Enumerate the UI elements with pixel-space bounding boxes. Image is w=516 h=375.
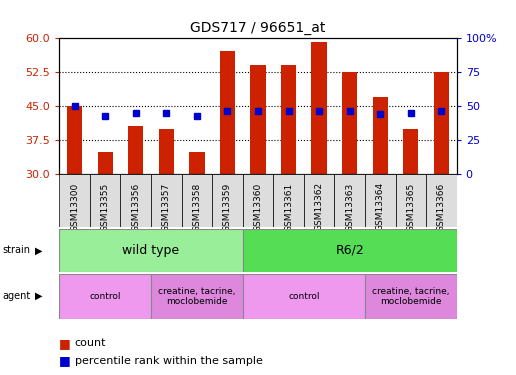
Bar xyxy=(59,229,243,272)
Text: ▶: ▶ xyxy=(35,291,43,301)
Text: ■: ■ xyxy=(59,354,71,367)
Bar xyxy=(128,126,143,174)
Bar xyxy=(273,174,304,227)
Bar xyxy=(243,174,273,227)
Text: GSM13358: GSM13358 xyxy=(192,182,201,231)
Bar xyxy=(250,65,266,174)
Bar xyxy=(151,274,243,319)
Text: control: control xyxy=(288,292,319,301)
Text: strain: strain xyxy=(3,245,30,255)
Text: GSM13300: GSM13300 xyxy=(70,182,79,231)
Text: GSM13366: GSM13366 xyxy=(437,182,446,231)
Text: GSM13359: GSM13359 xyxy=(223,182,232,231)
Text: GSM13364: GSM13364 xyxy=(376,182,385,231)
Text: GSM13360: GSM13360 xyxy=(253,182,263,231)
Text: percentile rank within the sample: percentile rank within the sample xyxy=(75,356,263,366)
Bar xyxy=(189,152,204,174)
Text: GSM13363: GSM13363 xyxy=(345,182,354,231)
Bar xyxy=(220,51,235,174)
Bar xyxy=(159,129,174,174)
Bar xyxy=(281,65,296,174)
Bar xyxy=(120,174,151,227)
Bar xyxy=(373,97,388,174)
Bar xyxy=(365,174,396,227)
Bar xyxy=(396,174,426,227)
Text: ■: ■ xyxy=(59,337,71,350)
Bar xyxy=(365,274,457,319)
Text: creatine, tacrine,
moclobemide: creatine, tacrine, moclobemide xyxy=(372,286,449,306)
Bar xyxy=(243,229,457,272)
Text: GSM13355: GSM13355 xyxy=(101,182,110,231)
Text: GSM13361: GSM13361 xyxy=(284,182,293,231)
Bar xyxy=(243,274,365,319)
Text: GSM13356: GSM13356 xyxy=(131,182,140,231)
Text: creatine, tacrine,
moclobemide: creatine, tacrine, moclobemide xyxy=(158,286,236,306)
Text: agent: agent xyxy=(3,291,31,301)
Bar xyxy=(67,106,82,174)
Bar xyxy=(434,72,449,174)
Bar xyxy=(342,72,358,174)
Bar xyxy=(312,42,327,174)
Bar xyxy=(59,274,151,319)
Bar xyxy=(151,174,182,227)
Text: control: control xyxy=(89,292,121,301)
Bar xyxy=(59,174,90,227)
Bar xyxy=(403,129,418,174)
Bar xyxy=(304,174,334,227)
Text: wild type: wild type xyxy=(122,244,180,257)
Bar xyxy=(90,174,120,227)
Bar xyxy=(98,152,113,174)
Text: GSM13362: GSM13362 xyxy=(315,182,324,231)
Text: GSM13357: GSM13357 xyxy=(162,182,171,231)
Text: GSM13365: GSM13365 xyxy=(406,182,415,231)
Bar xyxy=(212,174,243,227)
Text: count: count xyxy=(75,338,106,348)
Bar xyxy=(182,174,212,227)
Bar xyxy=(426,174,457,227)
Text: ▶: ▶ xyxy=(35,245,43,255)
Text: R6/2: R6/2 xyxy=(335,244,364,257)
Bar xyxy=(334,174,365,227)
Title: GDS717 / 96651_at: GDS717 / 96651_at xyxy=(190,21,326,35)
